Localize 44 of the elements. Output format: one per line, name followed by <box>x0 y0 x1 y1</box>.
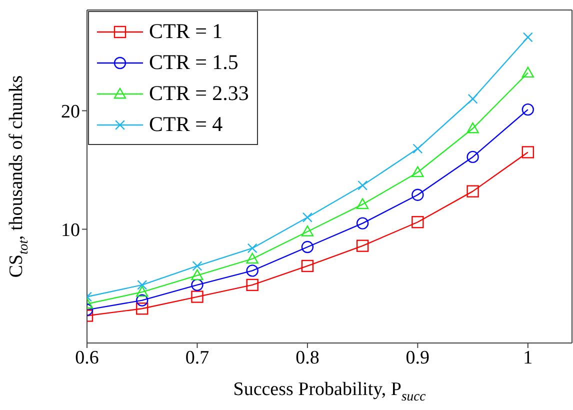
point <box>301 260 314 272</box>
x-tick-label: 0.7 <box>185 347 210 368</box>
point <box>137 280 148 290</box>
point <box>466 150 479 164</box>
point <box>301 226 314 236</box>
point <box>136 286 148 297</box>
point <box>192 260 202 271</box>
legend-label: CTR = 4 <box>149 112 223 137</box>
point <box>466 185 479 198</box>
point <box>247 243 258 254</box>
legend-label: CTR = 2.33 <box>149 81 249 106</box>
point <box>522 103 534 116</box>
point <box>246 278 258 292</box>
point <box>356 217 369 230</box>
point <box>302 212 312 222</box>
point <box>246 252 258 264</box>
point <box>522 66 534 78</box>
x-tick-label: 0.6 <box>75 347 99 368</box>
point <box>522 32 533 42</box>
point <box>246 264 258 277</box>
point <box>412 216 424 228</box>
legend-label: CTR = 1.5 <box>149 50 238 75</box>
y-tick-label: 20 <box>61 101 80 122</box>
point <box>412 166 424 178</box>
legend-label: CTR = 1 <box>149 19 223 44</box>
point <box>412 144 423 154</box>
point <box>191 278 204 292</box>
point <box>136 302 148 315</box>
point <box>468 94 478 104</box>
point <box>466 122 479 134</box>
point <box>356 198 369 210</box>
x-tick-label: 0.8 <box>296 347 320 368</box>
point <box>191 269 204 280</box>
x-axis-title: Success Probability, P$_{succ}$ <box>233 379 426 404</box>
point <box>522 146 534 158</box>
point <box>412 188 424 201</box>
point <box>136 294 148 306</box>
point <box>358 180 368 190</box>
y-tick-label: 10 <box>61 220 80 241</box>
point <box>191 290 204 303</box>
point <box>356 240 369 252</box>
x-tick-label: 1 <box>523 347 533 368</box>
point <box>301 240 314 254</box>
x-tick-label: 0.9 <box>406 347 430 368</box>
